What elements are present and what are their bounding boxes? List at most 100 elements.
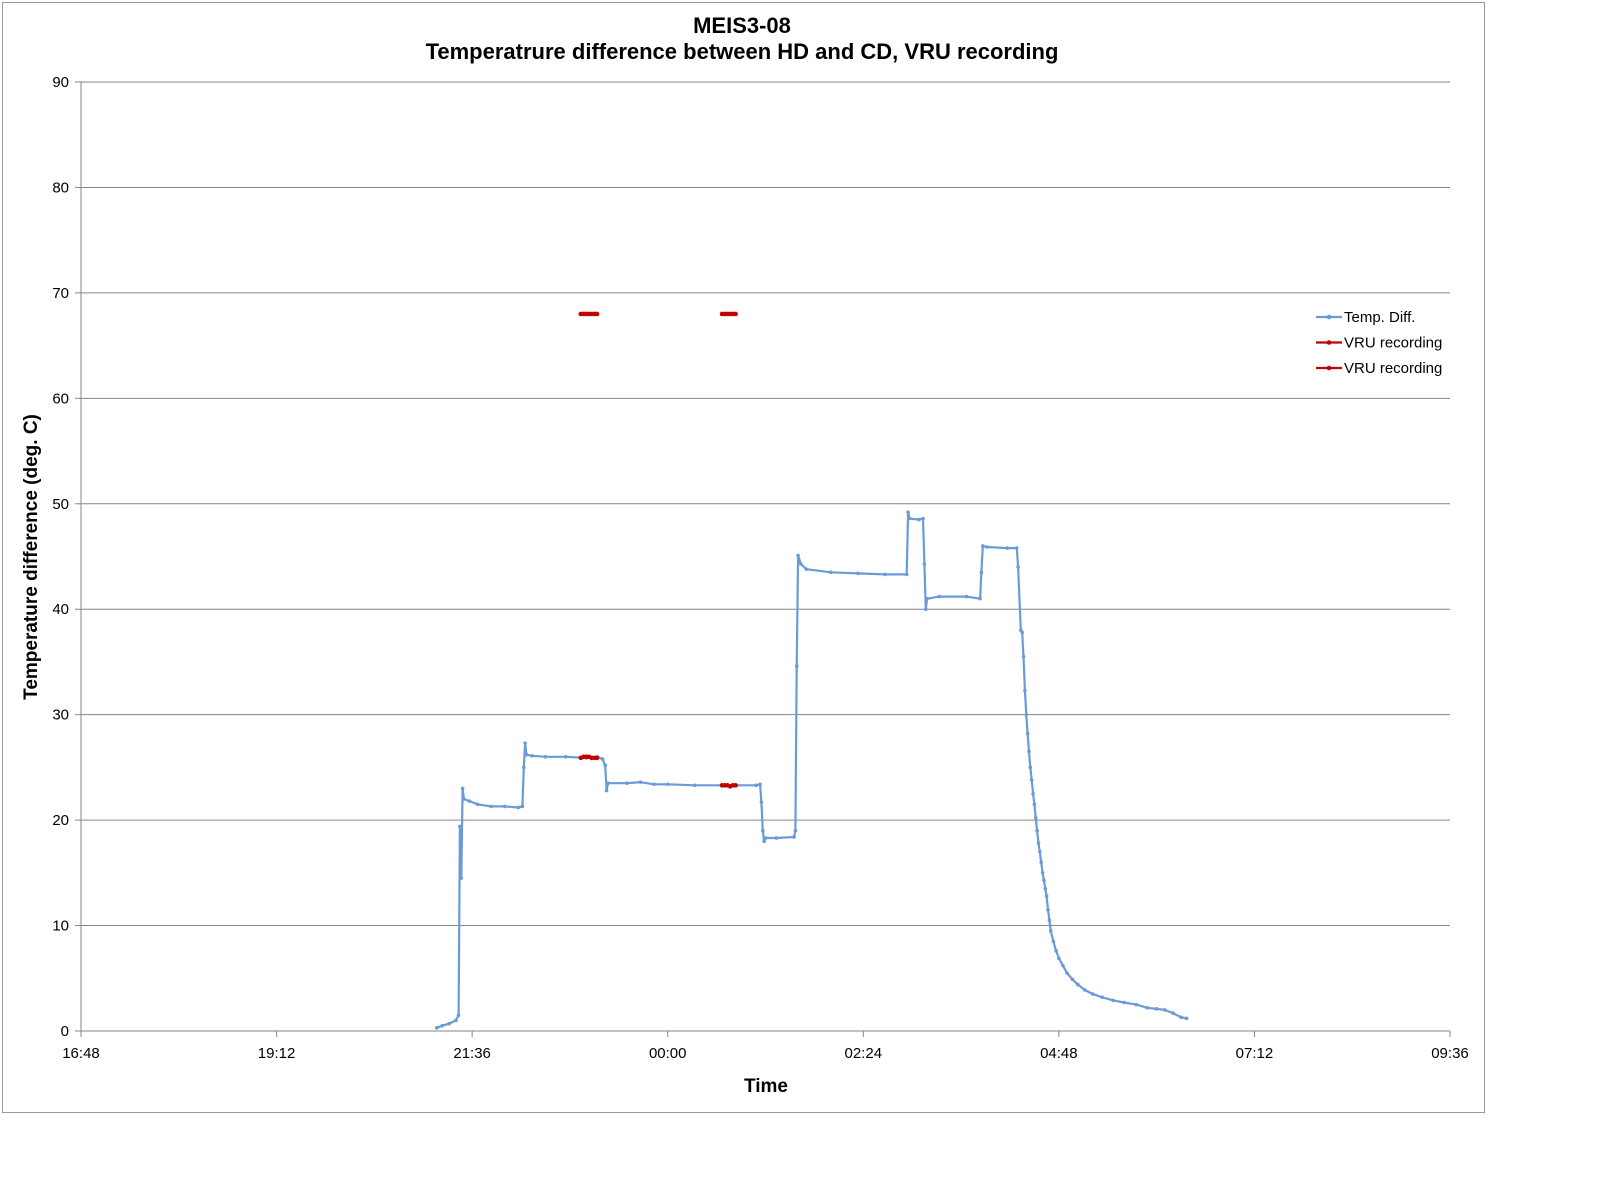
temp-diff-point	[1061, 963, 1065, 968]
temp-diff-point	[760, 828, 765, 833]
temp-diff-point	[1039, 860, 1044, 865]
x-tick-label: 00:00	[649, 1045, 687, 1062]
temp-diff-point	[1023, 688, 1027, 693]
temp-diff-point	[652, 782, 656, 787]
y-tick-label: 10	[52, 918, 69, 935]
y-tick-label: 80	[52, 179, 69, 196]
gridlines	[81, 81, 1450, 927]
legend: Temp. Diff. VRU recording VRU recording	[1316, 309, 1442, 377]
x-tick-label: 02:24	[845, 1045, 883, 1062]
legend-label: Temp. Diff.	[1344, 309, 1415, 326]
temp-diff-point	[1111, 998, 1115, 1003]
temp-diff-point	[524, 752, 529, 757]
temp-diff-point	[1145, 1006, 1149, 1010]
temp-diff-point	[1038, 849, 1042, 854]
temp-diff-point	[758, 782, 762, 787]
legend-marker	[1326, 314, 1332, 320]
y-tick-label: 90	[52, 74, 69, 91]
temp-diff-point	[603, 763, 608, 768]
x-tick-label: 19:12	[258, 1045, 296, 1062]
vru-recording-point	[594, 311, 600, 317]
temp-diff-point	[1100, 995, 1105, 1000]
temp-diff-point	[922, 562, 927, 566]
temp-diff-point	[460, 786, 465, 791]
temp-diff-point	[1171, 1011, 1175, 1015]
temp-diff-point	[1057, 956, 1061, 961]
temp-diff-point	[600, 757, 605, 761]
temp-diff-point	[978, 596, 982, 601]
temp-diff-point	[856, 571, 860, 576]
x-tick-label: 16:48	[62, 1045, 100, 1062]
legend-marker	[1326, 365, 1332, 371]
x-axis-title: Time	[744, 1076, 788, 1097]
temp-diff-point	[796, 553, 800, 558]
temp-diff-point	[516, 805, 521, 810]
temp-diff-point	[1184, 1016, 1189, 1021]
temp-diff-point	[693, 783, 697, 788]
temp-diff-point	[794, 664, 799, 668]
y-axis-title: Temperature difference (deg. C)	[21, 414, 42, 700]
temp-diff-point	[1047, 918, 1052, 923]
temp-diff-point	[925, 596, 929, 601]
x-tick-label: 21:36	[453, 1045, 491, 1062]
temp-diff-point	[440, 1023, 445, 1028]
temp-diff-point	[1005, 546, 1010, 550]
temp-diff-point	[638, 780, 643, 784]
temp-diff-point	[964, 594, 969, 599]
temp-diff-point	[804, 567, 809, 571]
y-tick-label: 50	[52, 496, 69, 513]
temp-diff-point	[520, 804, 525, 809]
temp-diff-point	[1040, 871, 1045, 875]
temp-diff-point	[1031, 791, 1035, 796]
x-tick-label: 09:36	[1431, 1045, 1469, 1062]
temp-diff-point	[1020, 630, 1024, 635]
vru-recording-point	[594, 755, 600, 761]
temp-diff-point	[625, 781, 629, 786]
temp-diff-point	[1025, 731, 1030, 736]
temp-diff-point	[564, 755, 568, 759]
y-tick-label: 30	[52, 707, 69, 724]
temp-diff-point	[759, 800, 764, 804]
temp-diff-point	[1021, 654, 1026, 659]
temp-diff-point	[906, 510, 910, 515]
temp-diff-point	[763, 836, 768, 840]
y-tick-label: 60	[52, 390, 69, 407]
x-tick-label: 07:12	[1236, 1045, 1274, 1062]
temp-diff-point	[458, 824, 462, 829]
temp-diff-point	[456, 1013, 461, 1017]
temp-diff-point	[454, 1018, 458, 1023]
temp-diff-point	[489, 804, 493, 809]
temp-diff-point	[907, 516, 912, 521]
temp-diff-point	[1154, 1007, 1159, 1011]
temp-diff-point	[1134, 1002, 1139, 1007]
temp-diff-point	[1033, 816, 1038, 820]
legend-marker	[1326, 340, 1332, 345]
temp-diff-point	[1028, 765, 1033, 770]
temp-diff-point	[1036, 841, 1041, 846]
vru-recording-point	[733, 311, 738, 317]
temp-diff-point	[606, 781, 610, 786]
temp-diff-point	[604, 788, 609, 793]
temp-diff-point	[792, 835, 796, 839]
temp-diff-point	[762, 839, 766, 843]
temp-diff-point	[921, 516, 925, 521]
temp-diff-point	[937, 594, 942, 599]
temp-diff-point	[917, 517, 921, 522]
temp-diff-point	[459, 876, 464, 880]
y-tick-label: 40	[52, 601, 69, 618]
chart-subtitle: Temperatrure difference between HD and C…	[426, 39, 1059, 64]
temp-diff-point	[1179, 1015, 1183, 1020]
temp-diff-point	[523, 741, 527, 745]
temp-diff-point	[530, 753, 534, 758]
temp-diff-point	[979, 570, 984, 575]
y-tick-label: 0	[61, 1023, 69, 1040]
temp-diff-point	[1070, 977, 1075, 982]
temp-diff-point	[981, 544, 985, 548]
series-layer	[435, 311, 1189, 1030]
temp-diff-point	[1091, 992, 1095, 996]
legend-label: VRU recording	[1344, 335, 1442, 352]
temp-diff-point	[1042, 878, 1046, 883]
temp-diff-point	[1065, 971, 1069, 975]
temp-diff-point	[521, 765, 526, 770]
